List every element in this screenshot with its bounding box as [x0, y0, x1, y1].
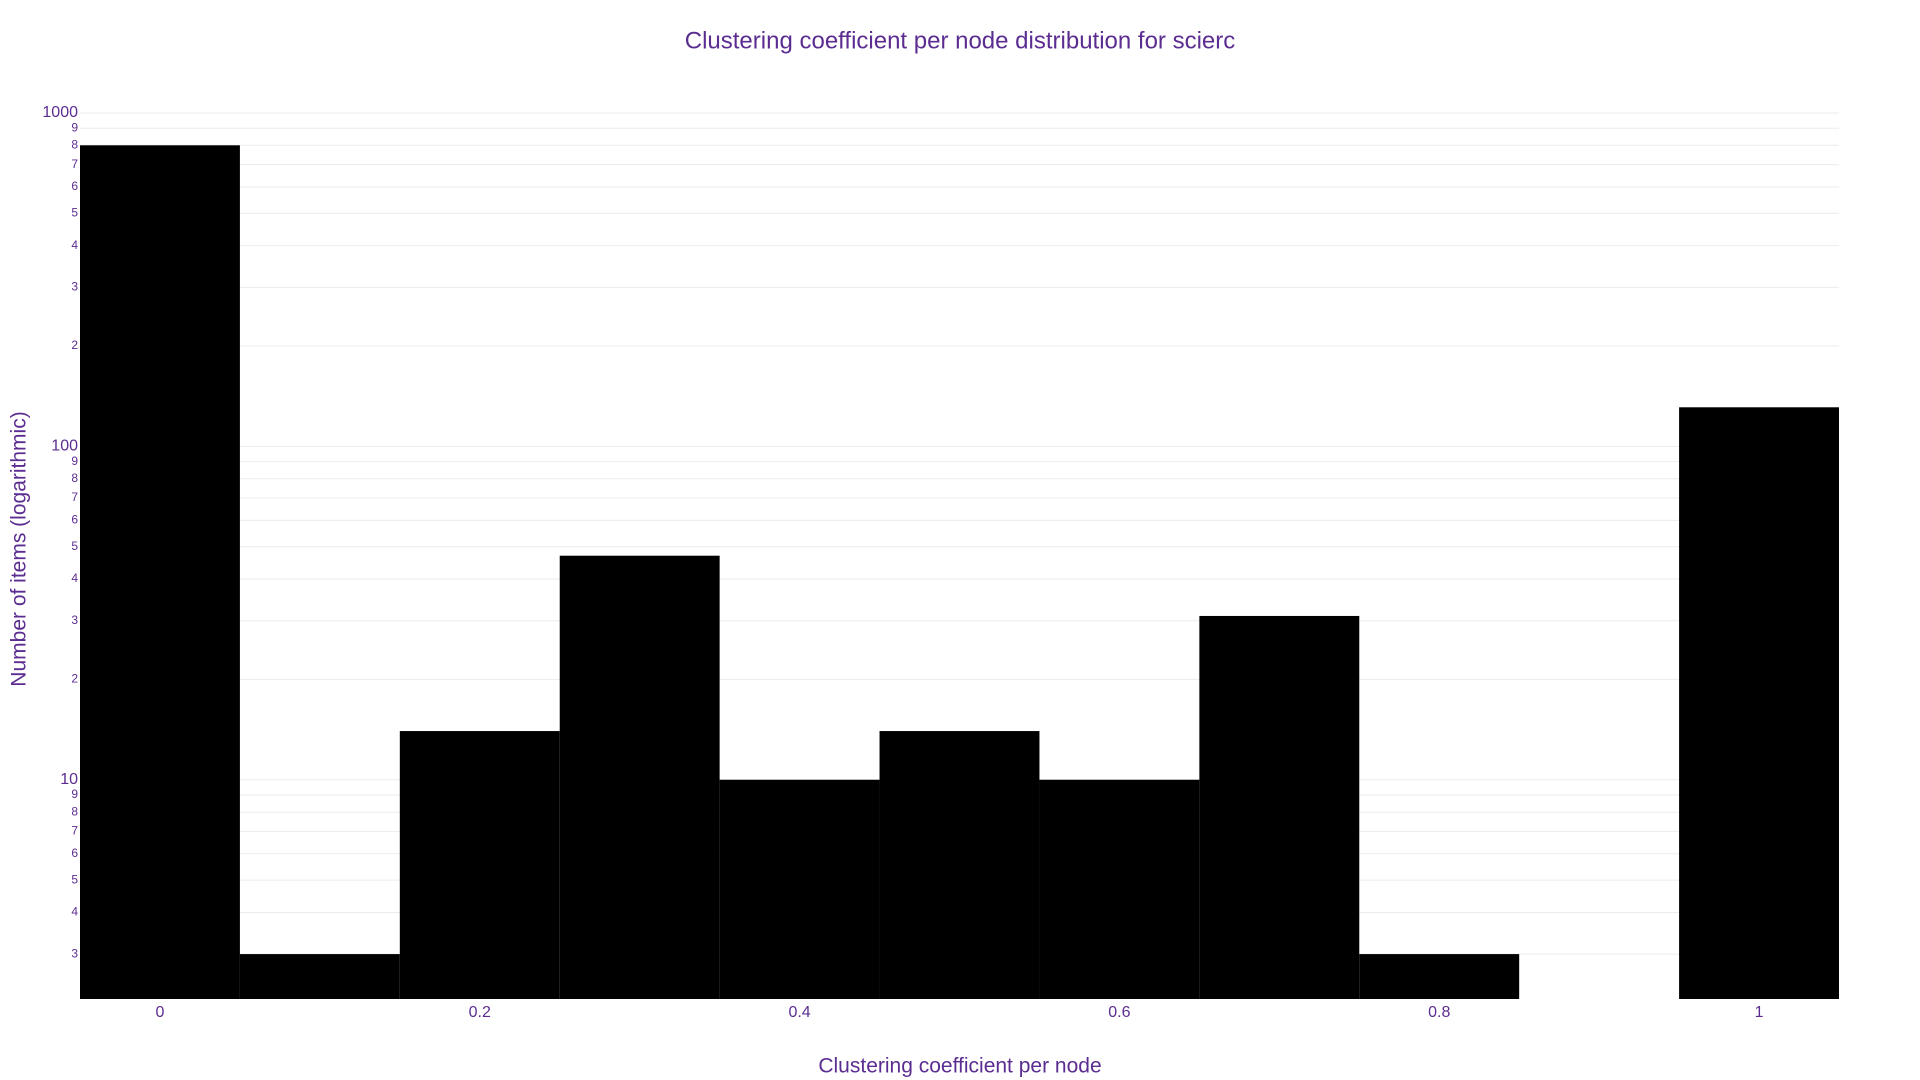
y-tick-label: 3: [71, 613, 78, 627]
y-tick-label: 4: [71, 905, 78, 919]
x-tick-label: 0.2: [469, 1004, 491, 1021]
y-axis-title: Number of items (logarithmic): [8, 411, 31, 686]
y-tick-label: 8: [71, 137, 78, 151]
y-tick-label: 100: [51, 438, 78, 455]
y-tick-label: 7: [71, 157, 78, 171]
y-tick-label: 3: [71, 279, 78, 293]
bar: [879, 731, 1040, 999]
bar: [1039, 779, 1200, 999]
x-tick-label: 0.4: [788, 1004, 810, 1021]
y-tick-label: 1000: [42, 104, 78, 121]
bar: [239, 954, 400, 999]
y-tick-label: 9: [71, 120, 78, 134]
y-tick-label: 9: [71, 787, 78, 801]
y-tick-label: 6: [71, 179, 78, 193]
y-tick-label: 7: [71, 490, 78, 504]
bar: [399, 731, 560, 999]
y-tick-label: 9: [71, 454, 78, 468]
y-tick-label: 5: [71, 539, 78, 553]
x-tick-label: 0.8: [1428, 1004, 1450, 1021]
bar: [559, 555, 720, 999]
y-tick-label: 5: [71, 872, 78, 886]
y-tick-label: 4: [71, 571, 78, 585]
y-tick-label: 7: [71, 824, 78, 838]
y-tick-label: 10: [60, 771, 78, 788]
bar: [1679, 407, 1839, 1000]
y-tick-label: 6: [71, 846, 78, 860]
y-tick-label: 6: [71, 513, 78, 527]
bar: [1199, 615, 1360, 999]
chart-title: Clustering coefficient per node distribu…: [685, 27, 1236, 54]
y-tick-label: 2: [71, 672, 78, 686]
x-axis-title: Clustering coefficient per node: [818, 1055, 1101, 1078]
y-tick-label: 5: [71, 206, 78, 220]
y-tick-label: 8: [71, 804, 78, 818]
bar: [1359, 954, 1520, 999]
y-tick-label: 2: [71, 338, 78, 352]
x-tick-label: 0: [156, 1004, 165, 1021]
y-tick-label: 4: [71, 238, 78, 252]
y-tick-label: 3: [71, 946, 78, 960]
bar: [719, 779, 880, 999]
bar: [80, 145, 240, 999]
x-tick-label: 0.6: [1108, 1004, 1130, 1021]
x-tick-label: 1: [1755, 1004, 1764, 1021]
y-tick-label: 8: [71, 471, 78, 485]
